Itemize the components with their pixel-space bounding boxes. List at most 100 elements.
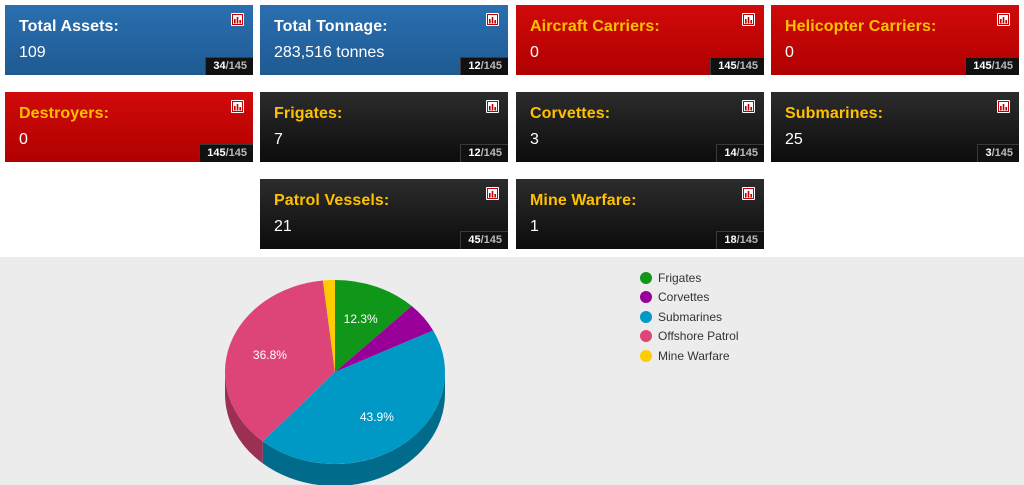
stat-label: Corvettes: [530,105,611,122]
stat-value: 25 [785,131,803,148]
rank-total: /145 [736,60,758,72]
stat-label: Frigates: [274,105,343,122]
rank-value: 145 [207,147,226,159]
legend-swatch [640,330,652,343]
legend-item[interactable]: Corvettes [640,288,738,308]
pie-slices [224,280,446,465]
bar-chart-icon[interactable] [231,100,244,113]
rank-total: /145 [991,147,1013,159]
stat-card-destroyers: Destroyers: 0 145/145 [5,92,253,162]
pie-slice-mine-warfare[interactable] [322,280,335,372]
stat-value: 7 [274,131,283,148]
legend-label: Frigates [658,270,702,285]
legend-label: Corvettes [658,290,710,305]
pie-percent-label: 43.9% [360,410,394,424]
rank-total: /145 [991,60,1013,72]
pie-slice-frigates[interactable] [335,280,412,372]
stat-card-total-tonnage: Total Tonnage: 283,516 tonnes 12/145 [260,5,508,75]
pie-labels: 12.3% 43.9% 36.8% [253,312,394,424]
rank-badge: 12/145 [460,57,508,75]
stat-value: 21 [274,218,292,235]
stat-label: Mine Warfare: [530,192,637,209]
legend-item[interactable]: Submarines [640,307,738,327]
bar-chart-icon[interactable] [742,100,755,113]
rank-value: 12 [468,147,481,159]
rank-total: /145 [480,234,502,246]
rank-value: 145 [973,60,992,72]
rank-value: 34 [213,60,226,72]
stat-label: Aircraft Carriers: [530,18,660,35]
stat-label: Helicopter Carriers: [785,18,937,35]
bar-chart-icon[interactable] [742,13,755,26]
rank-badge: 3/145 [977,144,1019,162]
legend-item[interactable]: Mine Warfare [640,346,738,366]
bar-chart-icon[interactable] [742,187,755,200]
rank-total: /145 [225,60,247,72]
legend-swatch [640,291,652,304]
stat-card-mine-warfare: Mine Warfare: 1 18/145 [516,179,764,249]
pie-side-offshore-patrol [225,372,263,464]
rank-badge: 14/145 [716,144,764,162]
rank-badge: 34/145 [205,57,253,75]
bar-chart-icon[interactable] [997,13,1010,26]
chart-panel: 12.3% 43.9% 36.8% Frigates Corvettes Submari… [0,257,1024,485]
pie-slice-offshore-patrol[interactable] [224,280,335,442]
bar-chart-icon[interactable] [997,100,1010,113]
rank-value: 14 [724,147,737,159]
legend-swatch [640,271,652,284]
rank-total: /145 [480,60,502,72]
rank-badge: 45/145 [460,231,508,249]
stat-card-patrol-vessels: Patrol Vessels: 21 45/145 [260,179,508,249]
stat-card-corvettes: Corvettes: 3 14/145 [516,92,764,162]
rank-value: 12 [468,60,481,72]
pie-chart: 12.3% 43.9% 36.8% [224,280,446,485]
rank-total: /145 [225,147,247,159]
pie-sides [225,372,445,485]
pie-percent-label: 12.3% [344,312,378,326]
rank-badge: 145/145 [199,144,253,162]
stat-label: Destroyers: [19,105,110,122]
rank-total: /145 [736,147,758,159]
bar-chart-icon[interactable] [486,187,499,200]
rank-value: 45 [468,234,481,246]
bar-chart-icon[interactable] [486,13,499,26]
stat-label: Patrol Vessels: [274,192,390,209]
rank-value: 3 [985,147,992,159]
stat-label: Total Tonnage: [274,18,388,35]
pie-slice-submarines[interactable] [262,330,446,465]
stat-card-aircraft-carriers: Aircraft Carriers: 0 145/145 [516,5,764,75]
stat-value: 1 [530,218,539,235]
stat-value: 0 [530,44,539,61]
pie-percent-label: 36.8% [253,348,287,362]
stat-card-frigates: Frigates: 7 12/145 [260,92,508,162]
stat-value: 0 [785,44,794,61]
legend-label: Submarines [658,309,723,324]
rank-value: 18 [724,234,737,246]
legend-label: Mine Warfare [658,348,730,363]
rank-badge: 12/145 [460,144,508,162]
stat-value: 3 [530,131,539,148]
stat-label: Total Assets: [19,18,119,35]
bar-chart-icon[interactable] [486,100,499,113]
rank-badge: 145/145 [965,57,1019,75]
pie-side-submarines [262,372,445,485]
stat-value: 283,516 tonnes [274,44,385,61]
pie-slice-corvettes[interactable] [335,306,434,372]
legend-swatch [640,349,652,362]
stat-card-total-assets: Total Assets: 109 34/145 [5,5,253,75]
stat-label: Submarines: [785,105,884,122]
legend-label: Offshore Patrol [658,329,739,344]
legend-swatch [640,310,652,323]
rank-badge: 145/145 [710,57,764,75]
legend-item[interactable]: Offshore Patrol [640,327,738,347]
stat-card-submarines: Submarines: 25 3/145 [771,92,1019,162]
legend-item[interactable]: Frigates [640,268,738,288]
rank-total: /145 [480,147,502,159]
stat-card-helicopter-carriers: Helicopter Carriers: 0 145/145 [771,5,1019,75]
rank-badge: 18/145 [716,231,764,249]
rank-value: 145 [718,60,737,72]
bar-chart-icon[interactable] [231,13,244,26]
rank-total: /145 [736,234,758,246]
stat-value: 0 [19,131,28,148]
stat-value: 109 [19,44,46,61]
